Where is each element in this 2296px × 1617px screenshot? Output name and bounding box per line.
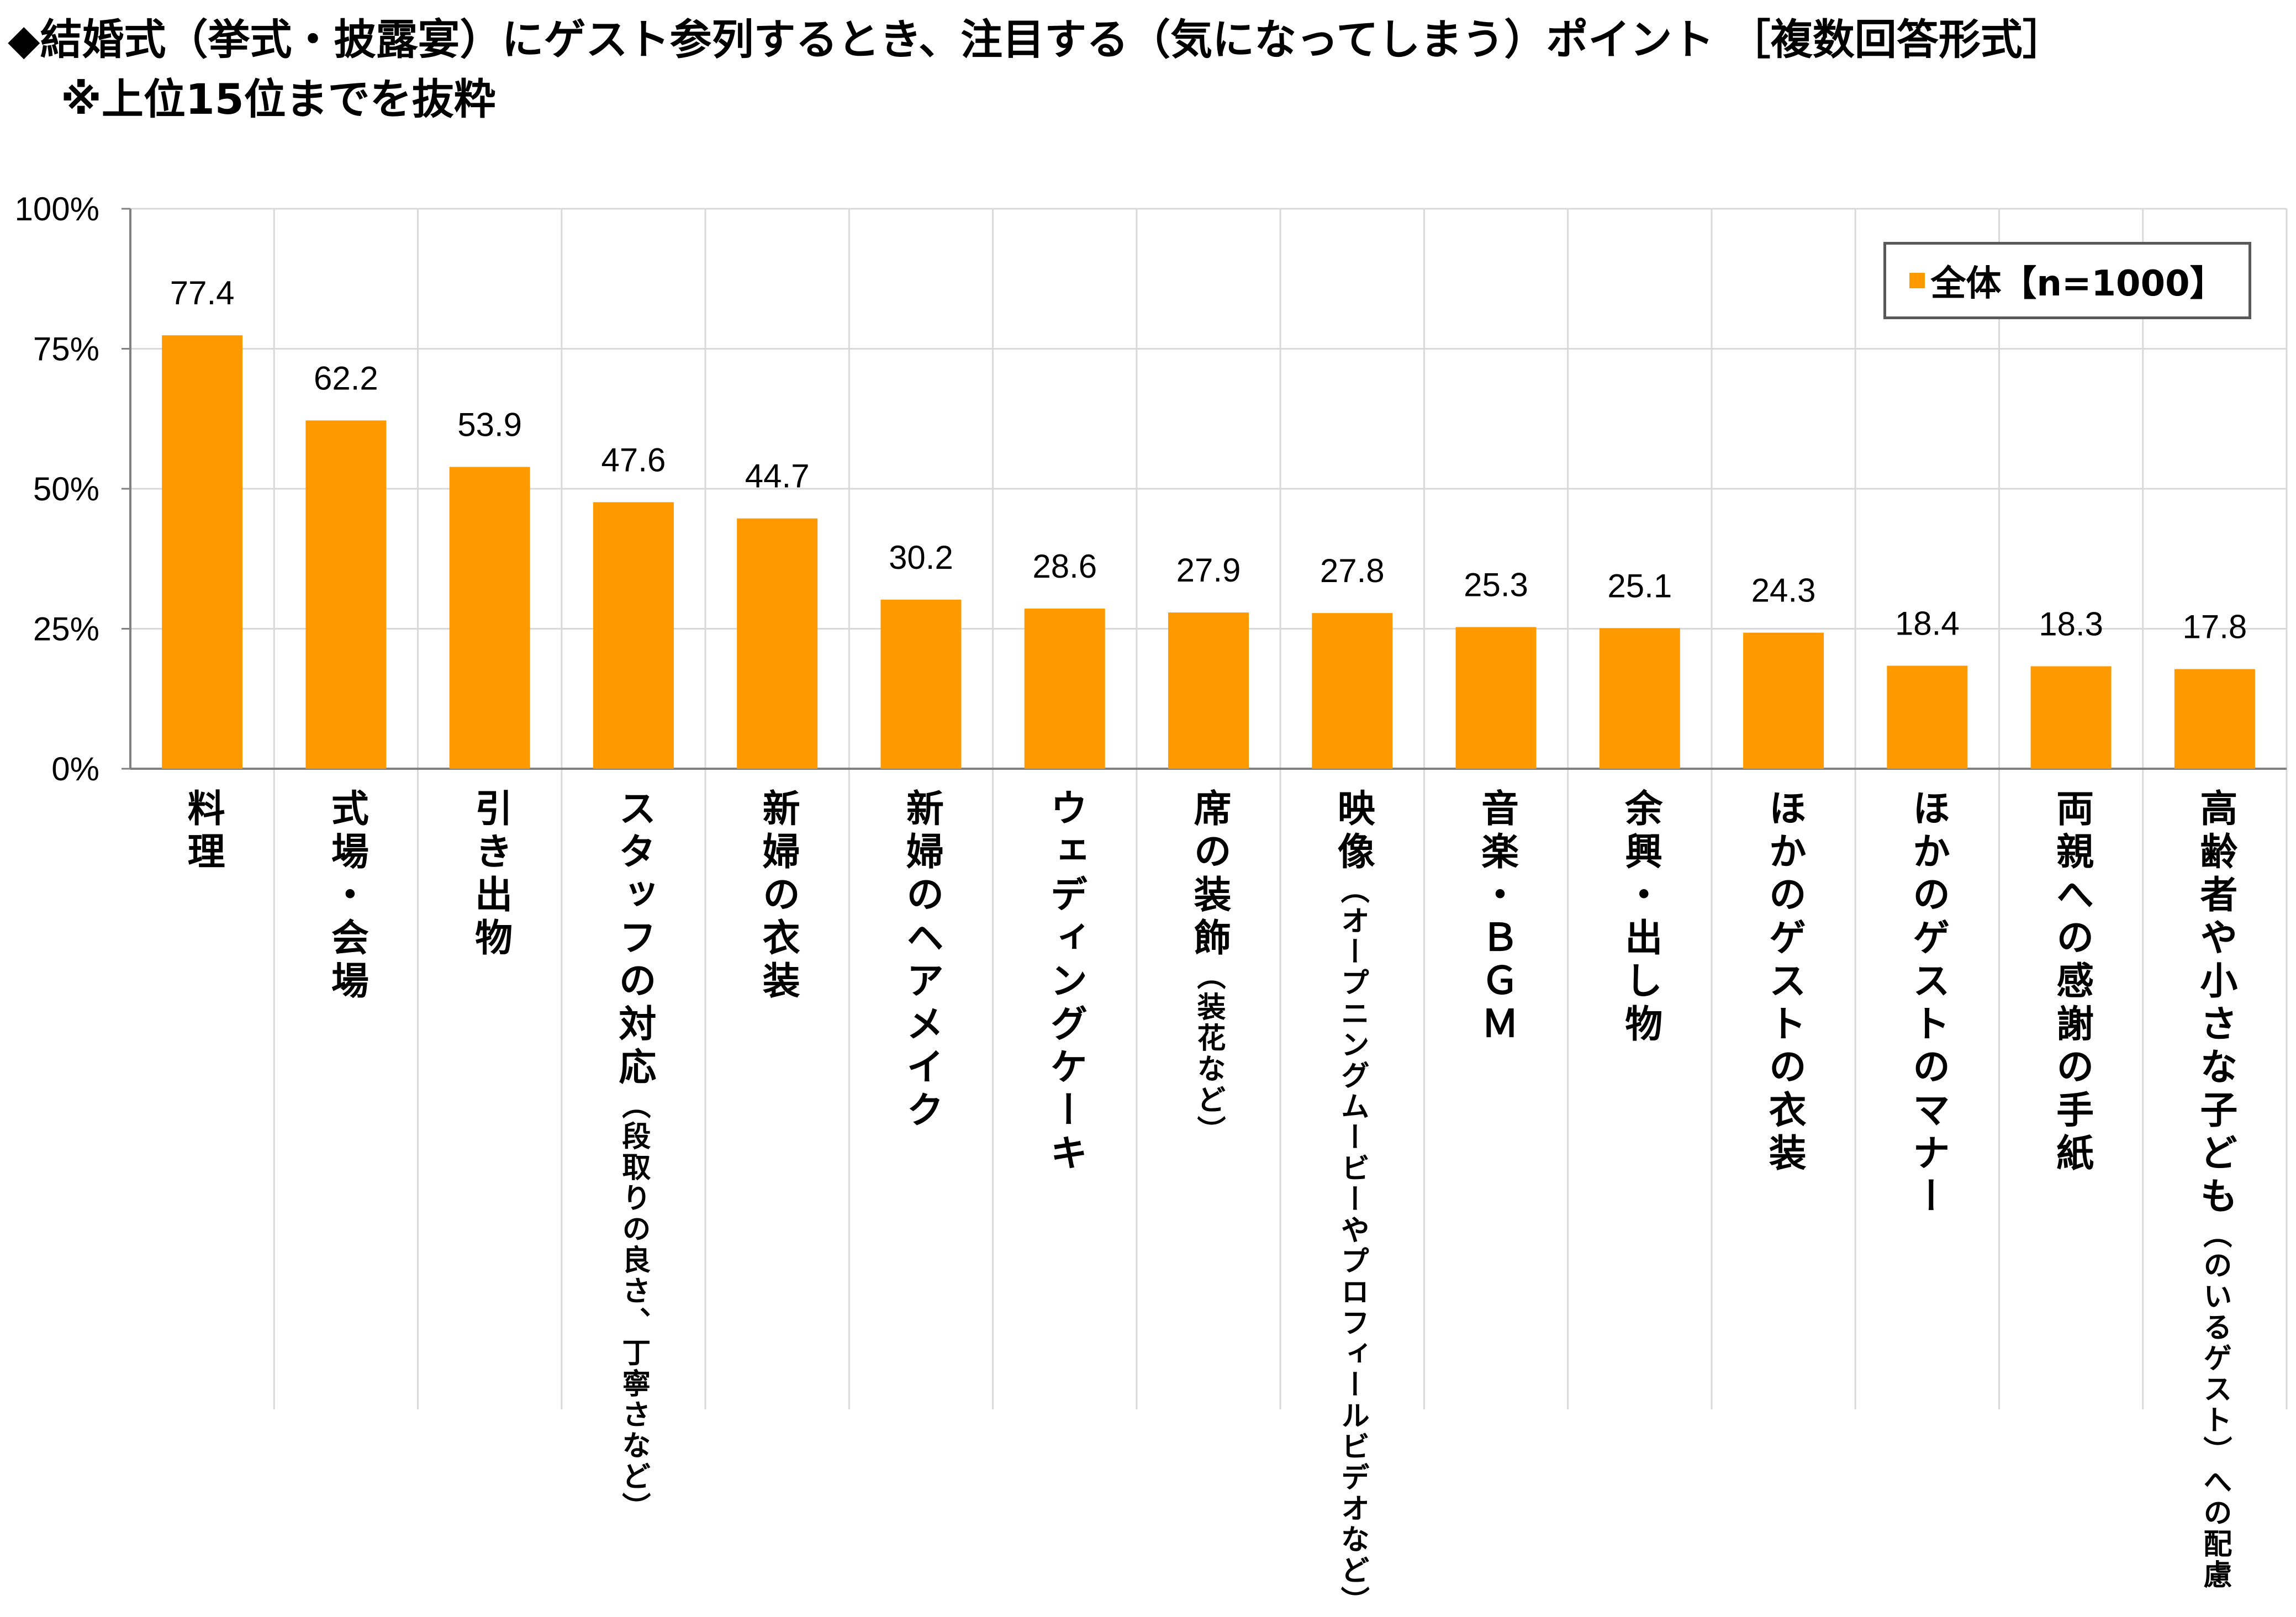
- category-label-main: 料理: [181, 789, 225, 875]
- category-label: 高齢者や小さな子ども（のいるゲスト）への配慮: [2193, 789, 2237, 1590]
- category-label-main: 高齢者や小さな子ども: [2193, 789, 2237, 1219]
- legend-label: 全体【n=1000】: [1930, 263, 2225, 304]
- category-label-main: 席の装飾: [1187, 789, 1231, 961]
- category-label-main: ほかのゲストのマナー: [1906, 789, 1950, 1219]
- category-label-main: 余興・出し物: [1618, 789, 1662, 1047]
- category-label: ほかのゲストの衣装: [1761, 789, 1806, 1176]
- category-label-main: ウェディングケーキ: [1043, 789, 1087, 1176]
- legend: 全体【n=1000】: [1883, 242, 2251, 319]
- data-label: 62.2: [314, 360, 378, 397]
- bar: [2174, 669, 2255, 769]
- category-label-main: 引き出物: [468, 789, 512, 961]
- data-label: 53.9: [457, 406, 522, 443]
- data-label: 25.3: [1464, 566, 1528, 603]
- bar: [737, 518, 818, 769]
- category-label: ウェディングケーキ: [1043, 789, 1087, 1176]
- data-label: 18.3: [2039, 605, 2103, 642]
- category-label: スタッフの対応（段取りの良さ、丁寧さなど）: [611, 789, 656, 1523]
- category-label-sub: （装花など）: [1192, 961, 1225, 1146]
- bar: [162, 335, 243, 769]
- data-label: 24.3: [1751, 572, 1816, 609]
- bar: [1887, 665, 1968, 769]
- category-label: 席の装飾（装花など）: [1186, 789, 1231, 1352]
- bar: [880, 599, 962, 769]
- chart-title: ◆結婚式（挙式・披露宴）にゲスト参列するとき、注目する（気になってしまう）ポイン…: [8, 10, 2065, 129]
- y-tick-label: 100%: [15, 191, 99, 228]
- data-label: 17.8: [2182, 609, 2247, 646]
- category-label-main: 新婦の衣装: [756, 789, 800, 1004]
- category-label-main: スタッフの対応: [611, 789, 656, 1090]
- category-label: 新婦の衣装: [755, 789, 799, 1004]
- bar: [2030, 666, 2112, 769]
- bar: [1743, 632, 1824, 769]
- data-label: 27.8: [1320, 552, 1385, 589]
- data-label: 28.6: [1032, 548, 1097, 585]
- category-label-main: ほかのゲストの衣装: [1762, 789, 1806, 1176]
- bar: [593, 502, 674, 769]
- category-label: 料理: [180, 789, 224, 875]
- category-label-sub: （段取りの良さ、丁寧さなど）: [616, 1090, 650, 1523]
- category-label-main: 式場・会場: [324, 789, 368, 1004]
- category-label: 両親への感謝の手紙: [2049, 789, 2093, 1176]
- category-label-main: 音楽・ＢＧＭ: [1474, 789, 1518, 1047]
- bar: [1168, 612, 1249, 769]
- bar: [305, 420, 387, 769]
- category-label: 音楽・ＢＧＭ: [1474, 789, 1518, 1047]
- bar: [449, 467, 530, 769]
- data-label: 18.4: [1895, 605, 1960, 642]
- category-label-main: 両親への感謝の手紙: [2049, 789, 2093, 1176]
- category-label: 引き出物: [468, 789, 512, 961]
- bar: [1024, 608, 1105, 769]
- data-label: 77.4: [170, 274, 235, 311]
- bar: [1455, 627, 1537, 769]
- y-tick-label: 75%: [33, 331, 99, 368]
- data-label: 44.7: [745, 458, 810, 495]
- category-label-sub: （のいるゲスト）への配慮: [2198, 1219, 2231, 1590]
- data-label: 30.2: [889, 539, 953, 576]
- y-tick-label: 25%: [33, 611, 99, 648]
- bar-chart: 0% 25% 50% 75% 100% 77.4 62.2 53.9 47.6 44.7 30.2 2…: [15, 191, 2288, 1409]
- legend-swatch: [1909, 273, 1925, 288]
- category-label-sub: （オープニングムービーやプロフィールビデオなど）: [1336, 875, 1369, 1617]
- title-line-2: ※上位15位までを抜粋: [61, 75, 496, 124]
- category-label-main: 映像: [1331, 789, 1375, 875]
- category-label-main: 新婦のヘアメイク: [899, 789, 943, 1133]
- title-line-1: ◆結婚式（挙式・披露宴）にゲスト参列するとき、注目する（気になってしまう）ポイン…: [8, 15, 2065, 64]
- category-label: ほかのゲストのマナー: [1905, 789, 1949, 1219]
- y-tick-label: 0%: [51, 751, 99, 788]
- data-label: 47.6: [601, 441, 666, 478]
- category-label: 映像（オープニングムービーやプロフィールビデオなど）: [1330, 789, 1375, 1617]
- data-label: 25.1: [1607, 567, 1672, 604]
- category-label: 新婦のヘアメイク: [899, 789, 943, 1133]
- bar: [1599, 628, 1680, 769]
- category-label: 余興・出し物: [1618, 789, 1662, 1047]
- data-label: 27.9: [1176, 552, 1241, 589]
- y-tick-label: 50%: [33, 471, 99, 508]
- category-label: 式場・会場: [324, 789, 368, 1004]
- bar: [1312, 613, 1393, 769]
